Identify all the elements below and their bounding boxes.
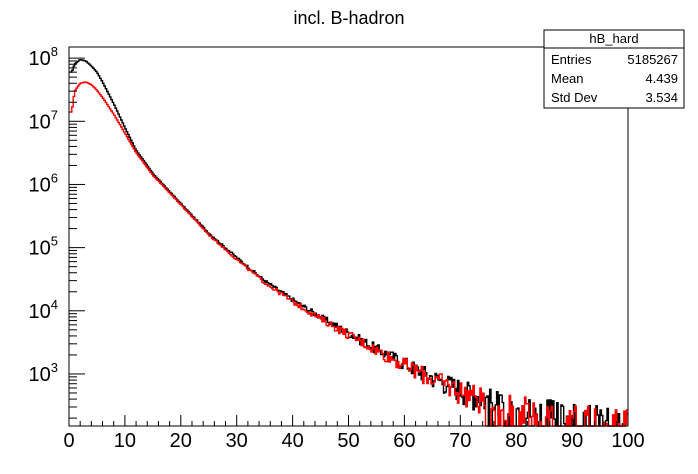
y-tick-exponent: 5 bbox=[51, 234, 58, 249]
stats-box: hB_hard Entries 5185267 Mean 4.439 Std D… bbox=[543, 29, 685, 109]
chart-title: incl. B-hadron bbox=[293, 8, 404, 28]
y-tick-base: 10 bbox=[29, 301, 51, 323]
y-tick-label: 108 bbox=[29, 44, 58, 70]
y-tick-label: 106 bbox=[29, 170, 58, 196]
series-layer bbox=[69, 59, 628, 427]
x-tick-label: 40 bbox=[281, 430, 303, 452]
y-tick-base: 10 bbox=[29, 48, 51, 70]
series-line-0 bbox=[69, 59, 628, 427]
y-tick-exponent: 6 bbox=[51, 170, 58, 185]
y-tick-exponent: 4 bbox=[51, 297, 58, 312]
stats-entries-label: Entries bbox=[551, 52, 592, 67]
stats-mean-value: 4.439 bbox=[645, 71, 678, 86]
stats-entries-value: 5185267 bbox=[627, 52, 678, 67]
x-tick-label: 80 bbox=[505, 430, 527, 452]
stats-box-frame bbox=[543, 29, 685, 109]
stats-stddev-value: 3.534 bbox=[645, 90, 678, 105]
x-tick-label: 20 bbox=[170, 430, 192, 452]
y-tick-base: 10 bbox=[29, 111, 51, 133]
stats-box-name: hB_hard bbox=[589, 31, 638, 46]
x-tick-label: 50 bbox=[337, 430, 359, 452]
x-tick-label: 60 bbox=[393, 430, 415, 452]
y-tick-base: 10 bbox=[29, 174, 51, 196]
x-tick-label: 10 bbox=[114, 430, 136, 452]
stats-stddev-label: Std Dev bbox=[551, 90, 598, 105]
x-tick-label: 0 bbox=[63, 430, 74, 452]
y-tick-exponent: 3 bbox=[51, 360, 58, 375]
y-tick-exponent: 8 bbox=[51, 44, 58, 59]
x-tick-label: 30 bbox=[226, 430, 248, 452]
y-tick-label: 107 bbox=[29, 107, 58, 133]
y-tick-label: 105 bbox=[29, 234, 58, 260]
x-axis: 0 10 20 30 40 50 60 70 80 90 100 bbox=[63, 415, 645, 452]
y-tick-exponent: 7 bbox=[51, 107, 58, 122]
y-tick-base: 10 bbox=[29, 238, 51, 260]
x-tick-label: 100 bbox=[611, 430, 644, 452]
y-tick-label: 104 bbox=[29, 297, 58, 323]
y-tick-label: 103 bbox=[29, 360, 58, 386]
x-tick-label: 70 bbox=[449, 430, 471, 452]
y-tick-base: 10 bbox=[29, 364, 51, 386]
series-line-1 bbox=[69, 81, 628, 427]
stats-mean-label: Mean bbox=[551, 71, 584, 86]
x-tick-label: 90 bbox=[561, 430, 583, 452]
